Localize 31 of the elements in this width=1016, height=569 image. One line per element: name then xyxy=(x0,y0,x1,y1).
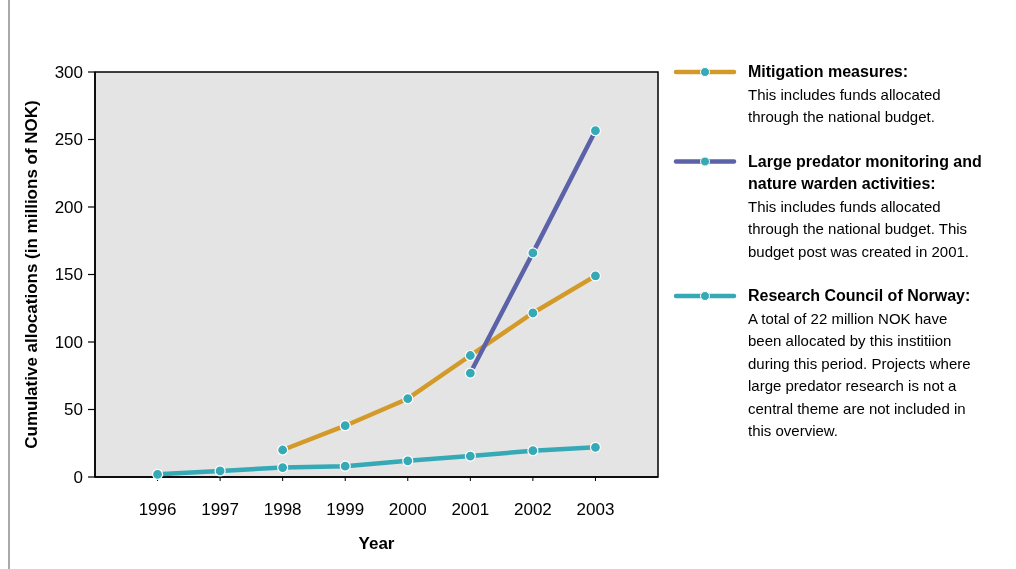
point xyxy=(277,461,289,474)
x-axis-title: Year xyxy=(358,534,395,553)
point xyxy=(402,455,414,467)
x-tick-label: 2003 xyxy=(576,500,615,519)
x-tick-label: 1998 xyxy=(263,500,302,519)
point xyxy=(464,450,476,462)
legend-label: Large predator monitoring and nature warden activities: xyxy=(748,152,982,192)
y-tick-label: 50 xyxy=(64,400,83,420)
point xyxy=(214,465,226,477)
legend-label: Mitigation measures: xyxy=(748,63,909,80)
text: This includes funds allocated through the national budget. xyxy=(748,85,941,125)
point xyxy=(339,460,351,472)
text: This includes funds allocated through the national budget. This budget post was created in 2001. xyxy=(748,197,969,260)
y-tick-label: 300 xyxy=(54,62,83,82)
x-tick-label: 1996 xyxy=(138,500,177,519)
x-tick-label: 2002 xyxy=(513,500,552,519)
x-tick-label: 1999 xyxy=(326,500,365,519)
point xyxy=(151,468,164,480)
legend-label: Research Council of Norway: xyxy=(748,287,971,304)
y-tick-label: 150 xyxy=(54,265,83,285)
y-tick-label: 100 xyxy=(54,332,83,352)
x-tick-label: 2001 xyxy=(451,500,490,519)
y-axis-title: Cumulative allocations (in millions of NOK) xyxy=(22,100,41,449)
point xyxy=(527,445,539,457)
y-tick-label: 250 xyxy=(54,130,83,150)
point xyxy=(589,441,602,453)
y-tick-label: 200 xyxy=(54,197,83,217)
x-tick-label: 1997 xyxy=(201,500,240,519)
x-tick-label: 2000 xyxy=(388,500,427,519)
y-tick-label: 0 xyxy=(73,467,83,487)
text: A total of 22 million NOK have been allocated by this institiion during this period. Projects where large predator research is not a central theme are not included in this overview. xyxy=(748,309,971,439)
